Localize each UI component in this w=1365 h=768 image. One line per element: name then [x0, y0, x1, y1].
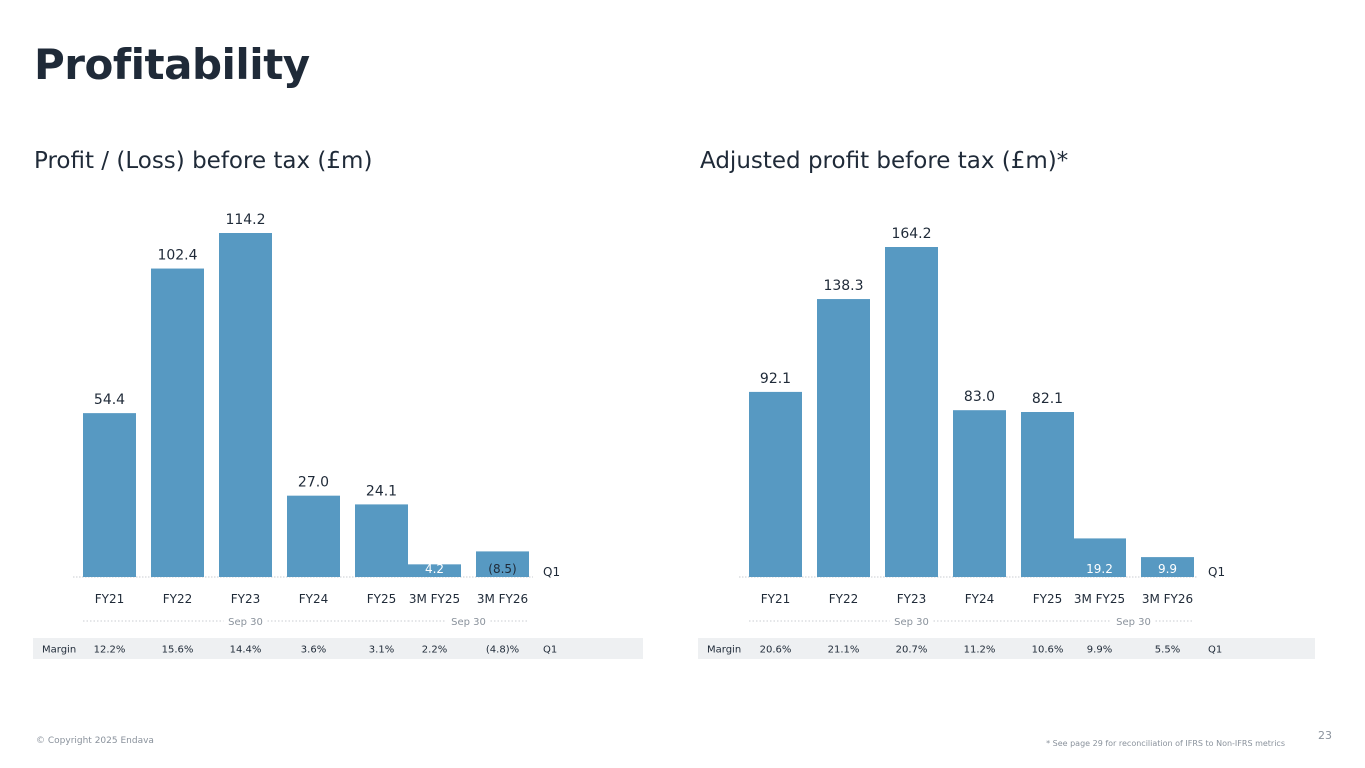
adj-category-label: FY22	[829, 592, 859, 606]
pbt-value-label: (8.5)	[488, 562, 516, 576]
adj-margin-value: 10.6%	[1032, 645, 1064, 656]
adjusted-pbt-chart-title: Adjusted profit before tax (£m)*	[700, 148, 1069, 174]
page-number: 23	[1318, 729, 1332, 742]
adj-category-label: FY21	[761, 592, 791, 606]
pbt-quarter-label: Q1	[543, 565, 560, 579]
pbt-group-label: Sep 30	[228, 617, 263, 628]
adj-category-label: FY23	[897, 592, 927, 606]
adj-margin-value: 21.1%	[828, 645, 860, 656]
pbt-margin-value: 12.2%	[94, 645, 126, 656]
pbt-value-label: 4.2	[425, 562, 444, 576]
pbt-bar	[83, 413, 136, 577]
adj-group-label: Sep 30	[894, 617, 929, 628]
pbt-category-label: FY21	[95, 592, 125, 606]
adj-margin-value: 5.5%	[1155, 645, 1180, 656]
adj-bar	[749, 391, 802, 577]
adj-category-label: 3M FY26	[1142, 592, 1193, 606]
pbt-margin-value: 15.6%	[162, 645, 194, 656]
adj-category-label: FY24	[965, 592, 995, 606]
adj-value-label: 83.0	[964, 389, 995, 405]
adj-quarter-label: Q1	[1208, 565, 1225, 579]
adj-bar	[953, 410, 1006, 577]
pbt-value-label: 114.2	[225, 212, 265, 228]
adj-bar	[1073, 538, 1126, 577]
copyright: © Copyright 2025 Endava	[36, 736, 154, 746]
adj-value-label: 92.1	[760, 371, 791, 387]
pbt-bar	[219, 233, 272, 577]
pbt-margin-value: 3.1%	[369, 645, 394, 656]
adjusted-pbt-chart-panel: Adjusted profit before tax (£m)* 92.1 FY2…	[665, 140, 1315, 670]
pbt-category-label: FY23	[231, 592, 261, 606]
pbt-value-label: 102.4	[157, 248, 197, 264]
pbt-margin-quarter-label: Q1	[543, 645, 557, 656]
page-title: Profitability	[34, 40, 310, 89]
adj-margin-value: 11.2%	[964, 645, 996, 656]
pbt-margin-label: Margin	[42, 645, 76, 656]
adj-bar	[1141, 557, 1194, 577]
adj-value-label: 19.2	[1086, 562, 1113, 576]
adj-value-label: 9.9	[1158, 562, 1177, 576]
adj-margin-value: 20.7%	[896, 645, 928, 656]
pbt-category-label: FY25	[367, 592, 397, 606]
adj-margin-value: 20.6%	[760, 645, 792, 656]
adj-margin-quarter-label: Q1	[1208, 645, 1222, 656]
adj-bar	[817, 299, 870, 577]
pbt-margin-band	[33, 638, 643, 659]
pbt-bar	[408, 564, 461, 577]
pbt-bar-chart: 54.4 FY21 102.4 FY22 114.2 FY23 27.0 FY24 24.1 FY…	[33, 212, 643, 659]
pbt-bar	[151, 268, 204, 577]
pbt-bar	[287, 495, 340, 577]
pbt-margin-value: (4.8)%	[486, 645, 519, 656]
pbt-chart-title: Profit / (Loss) before tax (£m)	[34, 148, 373, 174]
pbt-margin-value: 3.6%	[301, 645, 326, 656]
pbt-category-label: FY22	[163, 592, 193, 606]
pbt-group-label: Sep 30	[451, 617, 486, 628]
footnote: * See page 29 for reconciliation of IFRS…	[1046, 739, 1285, 748]
adj-value-label: 164.2	[891, 226, 931, 242]
adj-margin-label: Margin	[707, 645, 741, 656]
adj-bar	[885, 247, 938, 577]
adj-category-label: FY25	[1033, 592, 1063, 606]
pbt-category-label: 3M FY25	[409, 592, 460, 606]
adj-value-label: 82.1	[1032, 391, 1063, 407]
pbt-bar	[355, 504, 408, 577]
adj-category-label: 3M FY25	[1074, 592, 1125, 606]
pbt-bar	[476, 551, 529, 577]
pbt-margin-value: 2.2%	[422, 645, 447, 656]
adjusted-pbt-bar-chart: 92.1 FY21 138.3 FY22 164.2 FY23 83.0 FY24 82.1 FY…	[698, 226, 1315, 659]
adj-value-label: 138.3	[823, 278, 863, 294]
pbt-value-label: 27.0	[298, 475, 329, 491]
adj-margin-band	[698, 638, 1315, 659]
pbt-value-label: 24.1	[366, 483, 397, 499]
adj-margin-value: 9.9%	[1087, 645, 1112, 656]
pbt-category-label: FY24	[299, 592, 329, 606]
pbt-chart-panel: Profit / (Loss) before tax (£m) 54.4 FY21…	[0, 140, 643, 670]
adj-group-label: Sep 30	[1116, 617, 1151, 628]
pbt-category-label: 3M FY26	[477, 592, 528, 606]
pbt-margin-value: 14.4%	[230, 645, 262, 656]
adj-bar	[1021, 412, 1074, 577]
pbt-value-label: 54.4	[94, 392, 125, 408]
